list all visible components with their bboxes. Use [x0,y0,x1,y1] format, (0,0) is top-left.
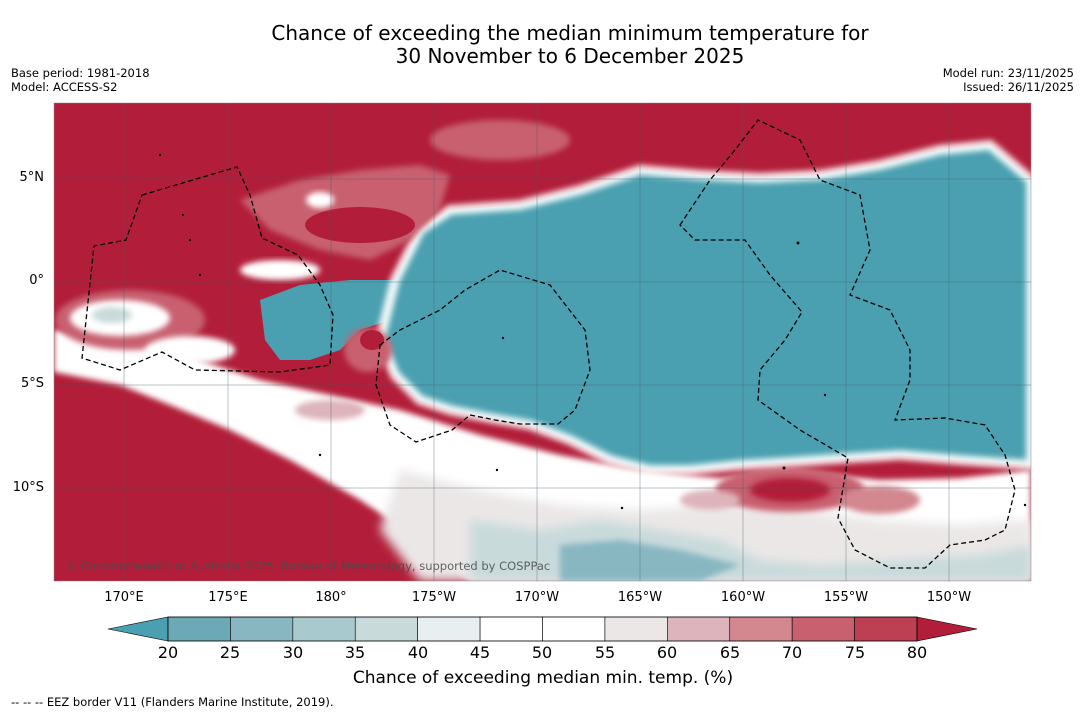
lon-label: 170°W [514,590,560,605]
colorbar-over-triangle [916,616,978,642]
lon-label: 170°E [104,590,144,605]
colorbar-tick: 60 [656,643,678,662]
lat-label: 5°N [19,170,45,185]
colorbar-tick: 50 [531,643,553,662]
colorbar-bin [791,616,855,642]
colorbar-bin [230,616,294,642]
lat-label: 10°S [12,480,44,495]
colorbar-tick: 35 [344,643,366,662]
eez-borders [81,119,1016,569]
colorbar-bin [542,616,606,642]
lon-label: 165°W [617,590,663,605]
colorbar-tick: 20 [157,643,179,662]
colorbar-tick: 70 [781,643,803,662]
title-line-1: Chance of exceeding the median minimum t… [271,21,869,45]
title-line-2: 30 November to 6 December 2025 [395,44,745,68]
colorbar-tick: 65 [719,643,741,662]
eez-footnote: -- -- -- EEZ border V11 (Flanders Marine… [11,695,334,709]
lon-label: 150°W [926,590,972,605]
colorbar-tick: 30 [282,643,304,662]
colorbar-bin [854,616,918,642]
issued-date: Issued: 26/11/2025 [963,80,1074,94]
colorbar-bin [167,616,231,642]
base-period: Base period: 1981-2018 [11,66,150,80]
lon-label: 180° [315,590,347,605]
colorbar-tick: 25 [219,643,241,662]
colorbar-title: Chance of exceeding median min. temp. (%… [352,668,734,688]
copyright-notice: © Commonwealth of Australia 2025, Bureau… [66,559,551,573]
meta-right: Model run: 23/11/2025 Issued: 26/11/2025 [943,66,1074,94]
colorbar [107,616,978,642]
colorbar-tick: 55 [594,643,616,662]
meta-left: Base period: 1981-2018 Model: ACCESS-S2 [11,66,150,94]
colorbar-bin [417,616,481,642]
graticule [54,103,1031,581]
map-title: Chance of exceeding the median minimum t… [0,22,1085,68]
colorbar-bin [729,616,793,642]
colorbar-bin [667,616,731,642]
colorbar-bin [354,616,418,642]
islands [158,153,1027,510]
colorbar-tick: 80 [906,643,928,662]
lat-label: 0° [29,273,44,288]
map-field [54,103,1031,581]
lon-label: 155°W [823,590,869,605]
lon-label: 160°W [720,590,766,605]
colorbar-under-triangle [107,616,169,642]
model-run: Model run: 23/11/2025 [942,66,1074,80]
colorbar-bin [292,616,356,642]
colorbar-tick: 75 [844,643,866,662]
model-name: Model: ACCESS-S2 [11,80,118,94]
colorbar-tick: 40 [407,643,429,662]
lon-label: 175°W [411,590,457,605]
colorbar-bin [479,616,543,642]
colorbar-tick: 45 [469,643,491,662]
lat-label: 5°S [20,376,44,391]
colorbar-bins [167,616,918,642]
lon-label: 175°E [208,590,248,605]
colorbar-bin [604,616,668,642]
